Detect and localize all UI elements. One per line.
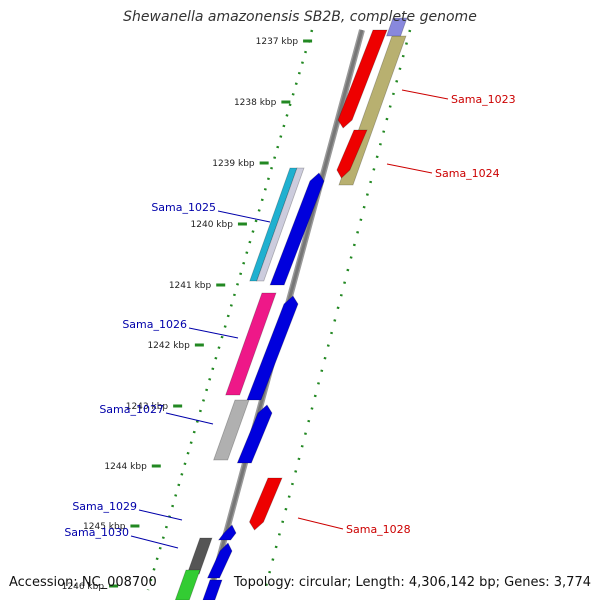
label-leader-line [188,327,239,339]
gene-sama-1030-blue [206,542,233,579]
label-leader-line [297,517,344,530]
scale-label: 1238 kbp [234,98,277,108]
gene-label: Sama_1024 [435,167,500,180]
gene-sama-1026-blue [246,295,299,401]
gene-sama-1025-gray [256,167,305,282]
scale-label: 1241 kbp [169,281,212,291]
gene-blue-bottom [202,579,223,601]
gene-label: Sama_1029 [72,500,137,513]
scale-label: 1237 kbp [256,37,299,47]
gene-label: Sama_1023 [451,93,516,106]
gene-sama-1027 [213,399,250,461]
topology-text: Topology: circular; Length: 4,306,142 bp… [233,575,591,590]
gene-label: Sama_1025 [151,201,216,214]
gene-plus-red-2 [336,129,368,179]
scale-label: 1243 kbp [126,402,169,412]
gene-sama-1030 [186,537,213,575]
label-leader-line [130,535,179,549]
scale-label: 1244 kbp [104,462,147,472]
gene-sama-1027-blue [236,404,273,464]
gene-sama-1028 [249,477,283,531]
label-leader-line [386,163,433,174]
scale-label: 1246 kbp [62,582,105,592]
accession-text: Accession: NC_008700 [9,575,157,590]
scale-label: 1239 kbp [212,159,255,169]
label-leader-line [165,412,214,425]
gene-label: Sama_1026 [122,318,187,331]
gene-sama-1029 [217,524,237,541]
gene-label: Sama_1028 [346,523,411,536]
label-leader-line [401,89,449,100]
gene-label: Sama_1027 [99,403,164,416]
scale-label: 1245 kbp [83,522,126,532]
gene-green [174,569,201,601]
scale-label: 1240 kbp [191,220,234,230]
label-leader-line [217,210,271,223]
label-leader-line [138,509,183,521]
gene-plus-violet [386,17,408,37]
scale-track-right [263,29,412,591]
gene-label: Sama_1030 [64,526,129,539]
gene-sama-1026 [225,292,277,396]
map-title: Shewanella amazonensis SB2B, complete ge… [123,9,477,25]
scale-label: 1242 kbp [147,341,190,351]
gene-sama-1023 [337,29,388,129]
gene-sama-1025-blue [269,172,325,286]
